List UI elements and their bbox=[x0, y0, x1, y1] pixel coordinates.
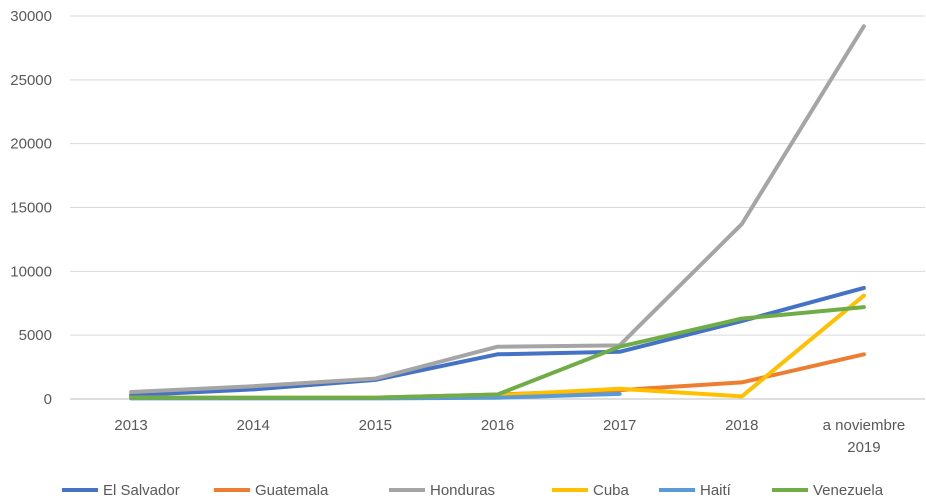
y-tick-label: 0 bbox=[44, 391, 52, 408]
series-line-el-salvador bbox=[129, 285, 866, 398]
x-tick-label: 2019 bbox=[847, 439, 880, 456]
legend-label: Honduras bbox=[430, 482, 495, 499]
y-tick-label: 20000 bbox=[10, 136, 52, 153]
y-tick-label: 15000 bbox=[10, 200, 52, 217]
x-tick-label: 2016 bbox=[481, 417, 514, 434]
legend-label: Venezuela bbox=[813, 482, 884, 499]
y-tick-label: 25000 bbox=[10, 72, 52, 89]
legend-label: Guatemala bbox=[255, 482, 329, 499]
x-tick-label: 2015 bbox=[359, 417, 392, 434]
legend-item: Honduras bbox=[389, 482, 495, 499]
x-tick-label: 2017 bbox=[603, 417, 636, 434]
legend-item: El Salvador bbox=[62, 482, 180, 499]
legend-item: Haití bbox=[659, 482, 732, 499]
x-tick-label: 2013 bbox=[114, 417, 147, 434]
x-tick-label: a noviembre bbox=[823, 417, 906, 434]
legend-label: El Salvador bbox=[103, 482, 180, 499]
legend-label: Haití bbox=[700, 482, 732, 499]
gridlines bbox=[70, 15, 925, 400]
x-tick-label: 2018 bbox=[725, 417, 758, 434]
y-tick-label: 30000 bbox=[10, 8, 52, 25]
series-line-honduras bbox=[129, 24, 866, 394]
y-tick-label: 10000 bbox=[10, 263, 52, 280]
legend: El Salvador Guatemala Honduras Cuba Haití Ven… bbox=[62, 482, 884, 499]
y-axis-tick-labels: 0 5000 10000 15000 20000 25000 30000 bbox=[10, 8, 52, 408]
y-tick-label: 5000 bbox=[19, 327, 52, 344]
series-lines bbox=[129, 24, 866, 401]
series-line-venezuela bbox=[129, 305, 866, 400]
x-tick-label: 2014 bbox=[237, 417, 270, 434]
x-axis-tick-labels: 2013 2014 2015 2016 2017 2018 a noviembre 2019 bbox=[114, 417, 905, 456]
legend-item: Cuba bbox=[552, 482, 630, 499]
legend-item: Guatemala bbox=[214, 482, 329, 499]
legend-label: Cuba bbox=[593, 482, 630, 499]
legend-item: Venezuela bbox=[772, 482, 884, 499]
